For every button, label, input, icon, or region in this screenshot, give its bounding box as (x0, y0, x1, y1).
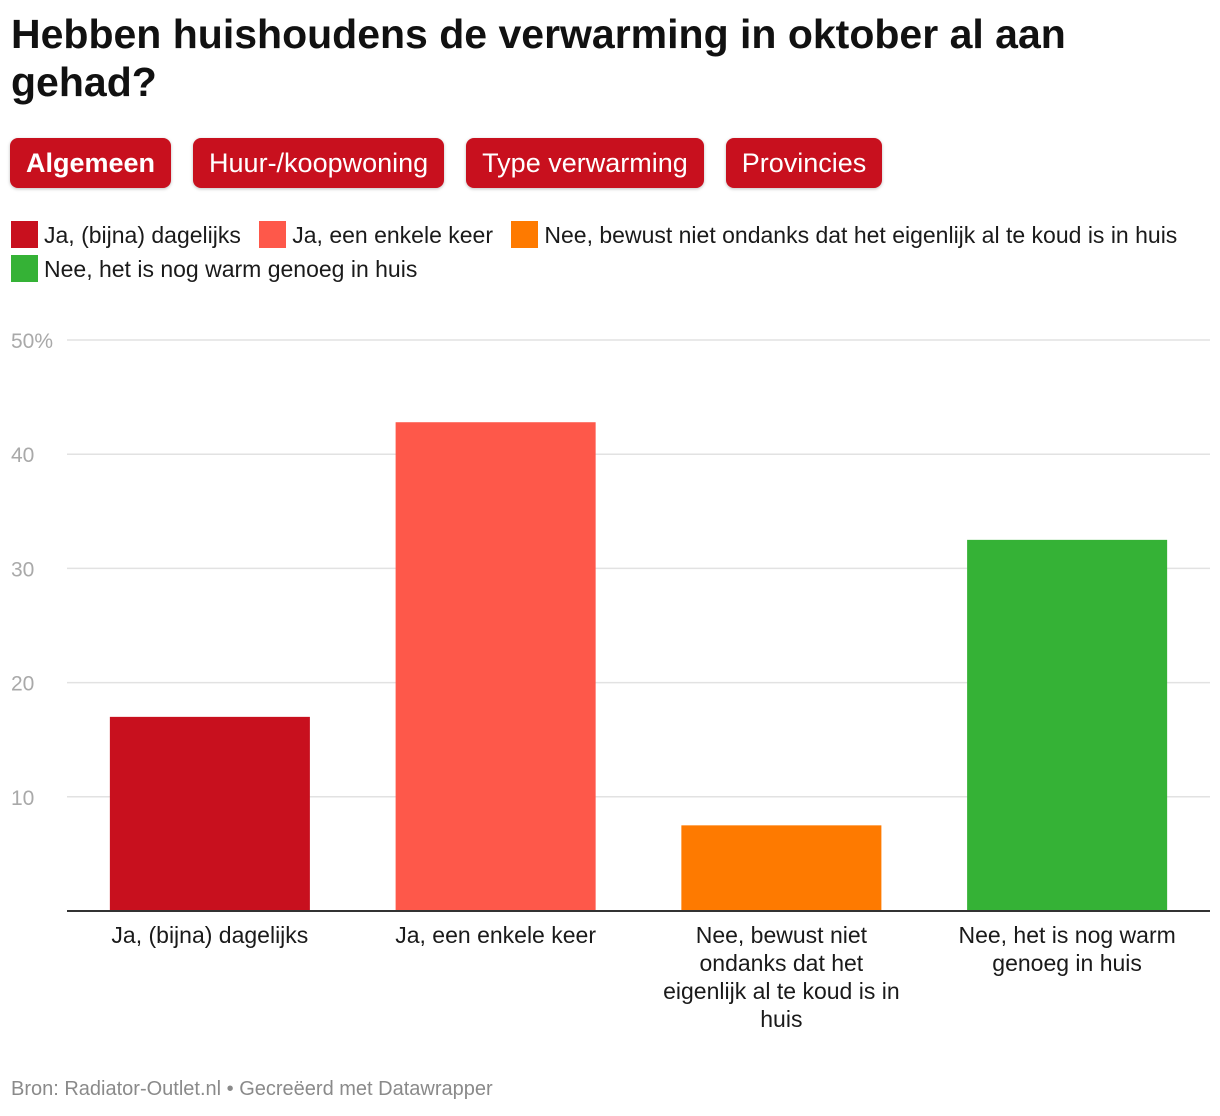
tab-algemeen[interactable]: Algemeen (10, 138, 172, 188)
legend-swatch (511, 221, 539, 248)
legend-item-dagelijks: Ja, (bijna) dagelijks (11, 221, 241, 248)
legend-item-bewust-niet: Nee, bewust niet ondanks dat het eigenli… (511, 221, 1178, 248)
x-category-label: Ja, een enkele keer (395, 922, 596, 948)
legend-item-enkele-keer: Ja, een enkele keer (259, 221, 494, 248)
x-category-label: Nee, het is nog warm genoeg in huis (958, 922, 1176, 976)
bar (109, 716, 310, 911)
y-tick-label: 10 (11, 787, 34, 810)
x-category-label-text: Ja, een enkele keer (395, 922, 596, 948)
legend-item-warm-genoeg: Nee, het is nog warm genoeg in huis (11, 255, 418, 282)
legend-label: Ja, een enkele keer (292, 222, 494, 248)
legend-swatch (259, 221, 287, 248)
legend-label: Ja, (bijna) dagelijks (44, 222, 241, 248)
y-tick-label: 20 (11, 673, 34, 696)
bar (681, 825, 882, 911)
x-category-label: Nee, bewust niet ondanks dat het eigenli… (663, 922, 900, 1032)
x-category-label: Ja, (bijna) dagelijks (111, 922, 309, 948)
source-footer: Bron: Radiator-Outlet.nl • Gecreëerd met… (11, 1078, 493, 1100)
y-tick-label: 30 (11, 558, 34, 581)
y-tick-label: 50% (11, 330, 53, 353)
legend-label: Nee, het is nog warm genoeg in huis (44, 256, 418, 282)
tab-provincies[interactable]: Provincies (725, 138, 883, 188)
legend-swatch (11, 221, 38, 248)
bar (395, 422, 596, 911)
x-category-label-text: Ja, (bijna) dagelijks (111, 922, 309, 948)
tab-type-verwarming[interactable]: Type verwarming (466, 138, 704, 188)
legend-label: Nee, bewust niet ondanks dat het eigenli… (544, 222, 1178, 248)
legend: Ja, (bijna) dagelijks Ja, een enkele kee… (11, 218, 1206, 286)
tab-bar: Algemeen Huur-/koopwoning Type verwarmin… (10, 138, 883, 188)
legend-swatch (11, 255, 38, 282)
bar-chart: 10 20 30 40 50% Ja, (bijna) dagelijks Ja, een … (11, 330, 1210, 1032)
x-category-label-text: Nee, het is nog warm genoeg in huis (958, 922, 1176, 976)
chart-title: Hebben huishoudens de verwarming in okto… (11, 11, 1066, 105)
bar (967, 539, 1168, 911)
x-category-label-text: Nee, bewust niet ondanks dat het eigenli… (663, 922, 900, 1032)
tab-huur-koopwoning[interactable]: Huur-/koopwoning (193, 138, 445, 188)
y-tick-label: 40 (11, 444, 34, 467)
